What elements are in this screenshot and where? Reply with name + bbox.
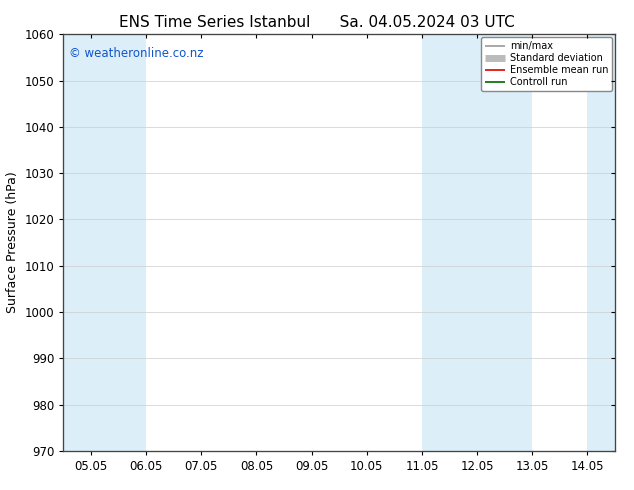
Legend: min/max, Standard deviation, Ensemble mean run, Controll run: min/max, Standard deviation, Ensemble me… <box>481 37 612 91</box>
Bar <box>119 34 146 451</box>
Bar <box>588 34 615 451</box>
Bar <box>422 34 477 451</box>
Bar <box>477 34 533 451</box>
Text: © weatheronline.co.nz: © weatheronline.co.nz <box>69 47 204 60</box>
Bar <box>63 34 119 451</box>
Y-axis label: Surface Pressure (hPa): Surface Pressure (hPa) <box>6 172 19 314</box>
Text: ENS Time Series Istanbul      Sa. 04.05.2024 03 UTC: ENS Time Series Istanbul Sa. 04.05.2024 … <box>119 15 515 30</box>
